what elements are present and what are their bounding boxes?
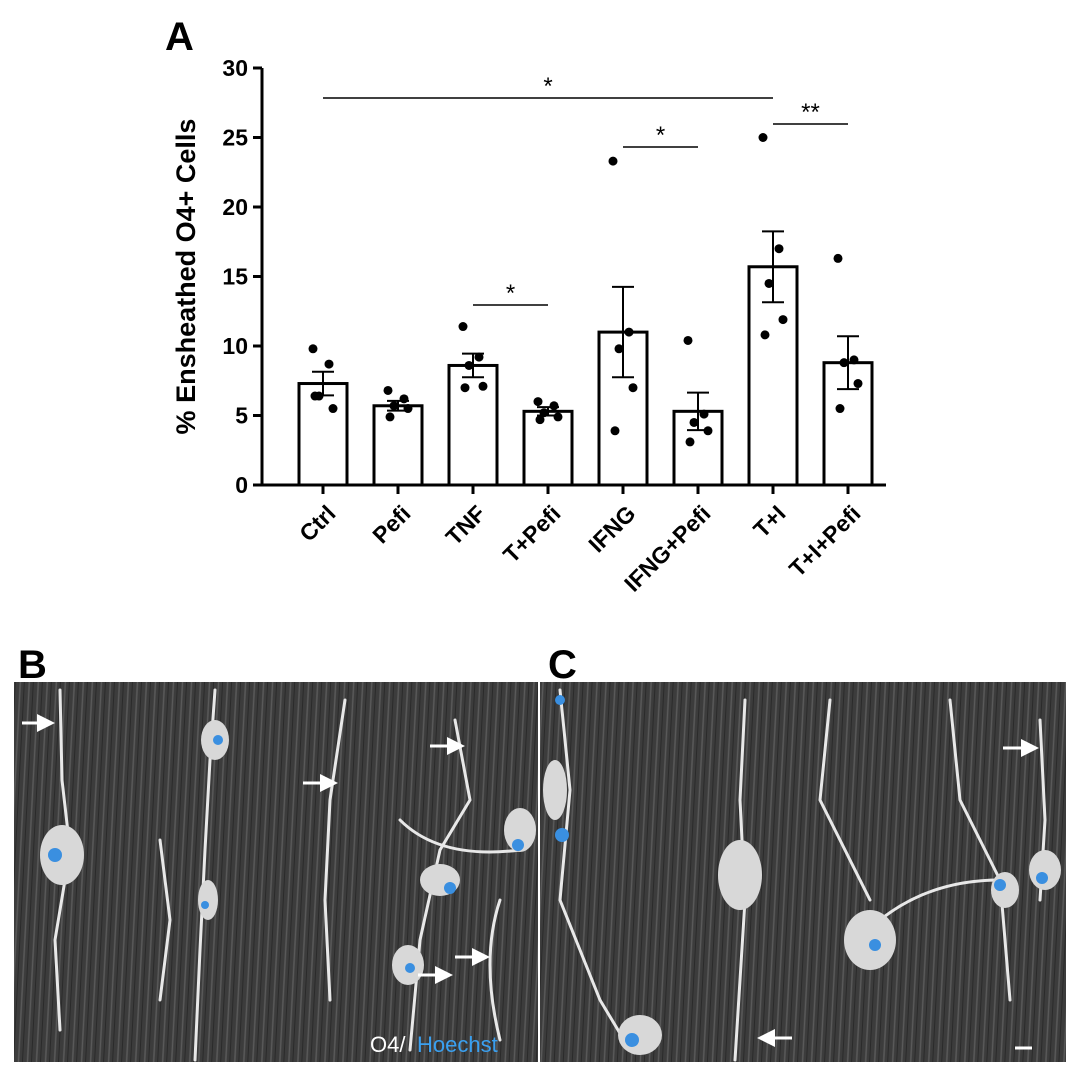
data-point bbox=[624, 327, 634, 337]
caption-stain: Hoechst bbox=[417, 1032, 498, 1057]
data-point bbox=[399, 394, 409, 404]
panel-label: B bbox=[18, 643, 47, 687]
x-tick-label: TNF bbox=[441, 500, 491, 550]
data-point bbox=[308, 344, 318, 354]
data-point bbox=[389, 401, 399, 411]
x-tick-label: T+Pefi bbox=[498, 500, 566, 568]
data-point bbox=[703, 426, 713, 436]
significance-label: * bbox=[543, 73, 552, 100]
data-point bbox=[853, 379, 863, 389]
data-point bbox=[610, 426, 620, 436]
data-point bbox=[458, 322, 468, 332]
data-point bbox=[608, 156, 618, 166]
bar bbox=[522, 409, 574, 487]
data-point bbox=[383, 385, 393, 395]
data-point bbox=[699, 409, 709, 419]
y-tick-label: 30 bbox=[222, 55, 248, 81]
data-point bbox=[839, 358, 849, 368]
data-point bbox=[385, 412, 395, 422]
data-point bbox=[478, 381, 488, 391]
data-point bbox=[835, 404, 845, 414]
data-point bbox=[539, 408, 549, 418]
micrograph-c bbox=[540, 682, 1066, 1062]
significance-label: ** bbox=[801, 99, 820, 126]
data-point bbox=[310, 391, 320, 401]
data-point bbox=[685, 437, 695, 447]
data-point bbox=[324, 359, 334, 369]
y-tick-label: 15 bbox=[222, 264, 248, 290]
micrograph-b: O4/ Hoechst bbox=[14, 682, 538, 1062]
data-point bbox=[689, 417, 699, 427]
data-point bbox=[614, 344, 624, 354]
y-tick-label: 25 bbox=[222, 125, 248, 151]
data-point bbox=[774, 244, 784, 254]
data-point bbox=[833, 253, 843, 263]
caption-stain: O4/ bbox=[370, 1032, 406, 1057]
data-point bbox=[328, 404, 338, 414]
data-point bbox=[553, 412, 563, 422]
significance-label: * bbox=[506, 280, 515, 307]
error-bar bbox=[612, 285, 634, 379]
error-bar bbox=[762, 230, 784, 304]
significance-label: * bbox=[656, 122, 665, 149]
x-tick-label: T+I+Pefi bbox=[784, 500, 866, 582]
data-point bbox=[533, 397, 543, 407]
data-point bbox=[460, 383, 470, 393]
bar bbox=[447, 363, 499, 487]
y-tick-label: 20 bbox=[222, 194, 248, 220]
data-point bbox=[628, 383, 638, 393]
x-tick-label: T+I bbox=[748, 500, 790, 542]
data-point bbox=[683, 335, 693, 345]
data-point bbox=[778, 315, 788, 325]
x-tick-label: IFNG bbox=[583, 500, 640, 557]
data-point bbox=[760, 330, 770, 340]
data-point bbox=[535, 415, 545, 425]
x-tick-label: Pefi bbox=[367, 500, 415, 548]
data-point bbox=[474, 352, 484, 362]
data-point bbox=[464, 360, 474, 370]
y-tick-label: 5 bbox=[235, 403, 248, 429]
data-point bbox=[403, 404, 413, 414]
data-point bbox=[758, 133, 768, 142]
x-tick-label: Ctrl bbox=[294, 500, 340, 546]
y-axis-label: % Ensheathed O4+ Cells bbox=[171, 119, 201, 435]
y-tick-label: 0 bbox=[235, 472, 248, 498]
y-tick-label: 10 bbox=[222, 333, 248, 359]
data-point bbox=[764, 278, 774, 288]
panel-label: A bbox=[165, 15, 194, 59]
panel-label: C bbox=[548, 643, 577, 687]
bar bbox=[297, 382, 349, 487]
bar bbox=[372, 404, 424, 487]
data-point bbox=[849, 355, 859, 365]
data-point bbox=[549, 401, 559, 411]
